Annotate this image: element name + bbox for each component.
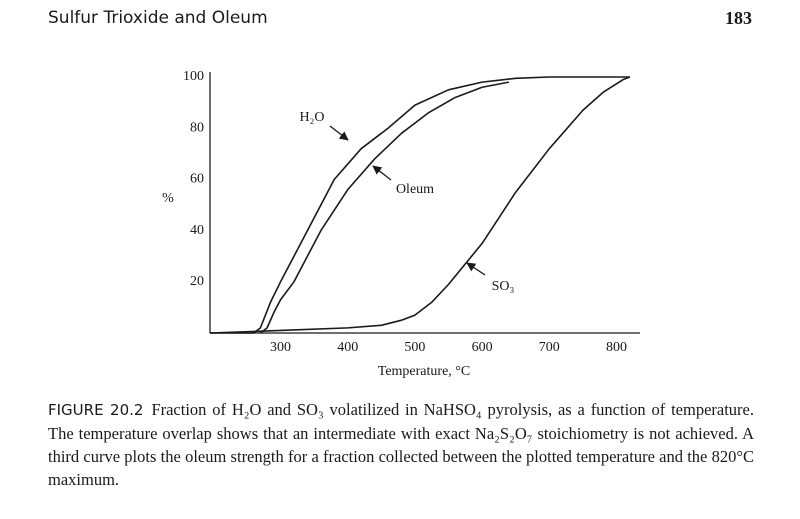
x-tick-label: 500 [404,340,425,355]
arrow [372,165,392,181]
figure-label: FIGURE 20.2 [48,401,144,419]
y-tick-label: 60 [190,172,204,187]
curve [259,81,510,334]
y-tick-label: 100 [183,69,204,84]
x-tick-label: 700 [539,340,560,355]
x-tick-label: 600 [472,340,493,355]
curve [209,76,631,334]
curve-label: Oleum [396,182,434,197]
figure-caption: FIGURE 20.2 Fraction of H₂O and SO₃ volat… [48,398,754,491]
x-tick-label: 400 [337,340,358,355]
y-axis-label: % [162,191,174,206]
curve [210,76,630,334]
y-tick-label: 20 [190,274,204,289]
x-tick-label: 800 [606,340,627,355]
arrow [329,125,349,141]
y-tick-label: 80 [190,120,204,135]
y-tick-label: 40 [190,223,204,238]
chart: % Temperature, °C H₂O Oleum SO₃ 20 40 60 80… [162,69,640,379]
curve-label: H₂O [299,110,324,125]
x-tick-label: 300 [270,340,291,355]
running-title: Sulfur Trioxide and Oleum [48,8,268,28]
x-axis-label: Temperature, °C [378,364,470,379]
caption-text: Fraction of H₂O and SO₃ volatilized in N… [48,400,754,489]
page-number: 183 [725,8,752,28]
curve-label: SO₃ [492,279,515,294]
arrow [466,262,486,276]
